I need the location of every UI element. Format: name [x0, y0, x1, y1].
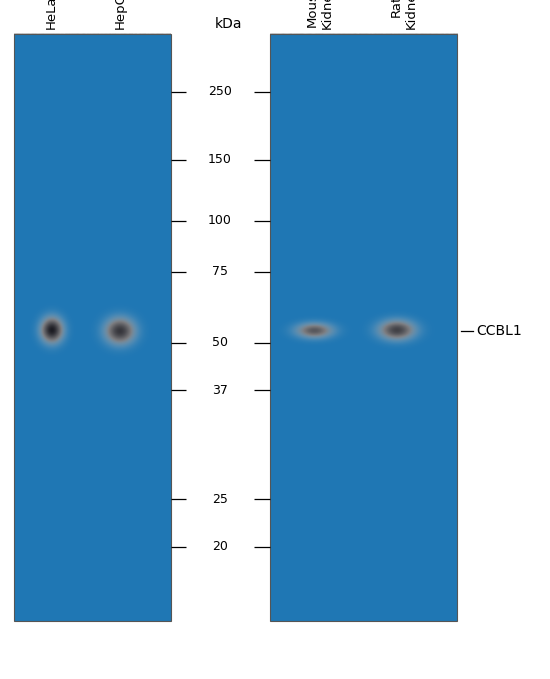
Bar	[270, 34, 456, 621]
Text: 100: 100	[208, 214, 232, 227]
Text: 20: 20	[212, 540, 228, 553]
Text: 50: 50	[212, 336, 228, 350]
Text: CCBL1: CCBL1	[476, 324, 521, 337]
Text: 150: 150	[208, 153, 232, 166]
Text: Rat
Kidney: Rat Kidney	[390, 0, 418, 29]
Text: Mouse
Kidney: Mouse Kidney	[306, 0, 334, 29]
Bar	[270, 34, 456, 621]
Text: 75: 75	[212, 265, 228, 278]
Text: kDa: kDa	[214, 16, 242, 31]
Bar	[14, 34, 170, 621]
Text: 37: 37	[212, 384, 228, 397]
Text: HepG2: HepG2	[114, 0, 127, 29]
Bar	[14, 34, 170, 621]
Text: 25: 25	[212, 492, 228, 506]
Bar	[14, 34, 170, 621]
Bar	[270, 34, 456, 621]
Text: HeLa: HeLa	[45, 0, 58, 29]
Text: 250: 250	[208, 85, 232, 98]
